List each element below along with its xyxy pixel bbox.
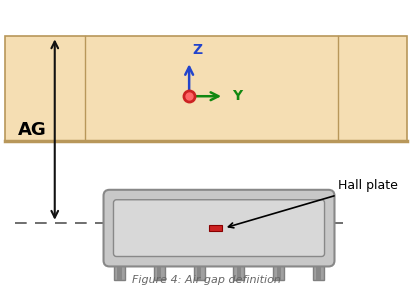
Text: Hall plate: Hall plate xyxy=(228,179,397,228)
Bar xyxy=(316,260,320,281)
Bar xyxy=(154,260,164,281)
FancyBboxPatch shape xyxy=(103,190,334,267)
Bar xyxy=(197,260,201,281)
FancyBboxPatch shape xyxy=(113,200,324,256)
Bar xyxy=(276,260,280,281)
Text: AG: AG xyxy=(18,120,47,139)
Bar xyxy=(114,260,125,281)
Bar xyxy=(312,260,323,281)
Text: Figure 4: Air gap definition: Figure 4: Air gap definition xyxy=(131,275,280,285)
Bar xyxy=(209,225,221,231)
Bar xyxy=(5,36,406,141)
Bar xyxy=(236,260,240,281)
Bar xyxy=(233,260,244,281)
Text: Z: Z xyxy=(192,43,202,57)
Bar xyxy=(193,260,204,281)
Text: Y: Y xyxy=(231,89,242,103)
Bar xyxy=(117,260,121,281)
Bar xyxy=(273,260,284,281)
Bar xyxy=(157,260,161,281)
